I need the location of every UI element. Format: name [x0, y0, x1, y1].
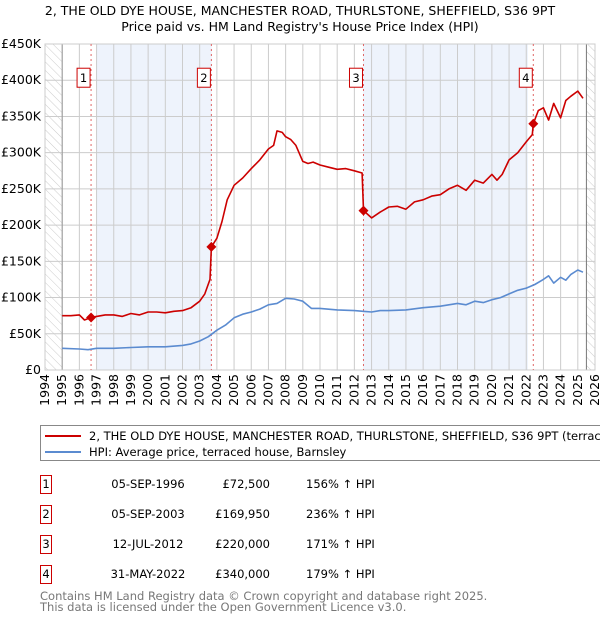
y-tick-label: £150K [1, 253, 42, 268]
hatched-region [45, 44, 63, 370]
sale-price: £72,500 [222, 477, 270, 491]
sale-label-box [196, 67, 211, 88]
x-tick-label: 2003 [192, 374, 207, 406]
sale-date: 05-SEP-1996 [111, 477, 185, 491]
sale-date: 31-MAY-2022 [110, 567, 186, 581]
x-tick-label: 2024 [553, 374, 568, 406]
x-tick-label: 2001 [157, 374, 172, 406]
x-tick-label: 2009 [295, 374, 310, 406]
sale-label: 4 [522, 71, 529, 85]
x-tick-label: 2019 [467, 374, 482, 406]
table-row: 1 05-SEP-1996 £72,500 156% ↑ HPI [40, 475, 600, 497]
sale-label-box [348, 67, 363, 88]
x-tick-label: 2005 [226, 374, 241, 406]
sale-date: 12-JUL-2012 [112, 537, 184, 551]
sale-date: 05-SEP-2003 [111, 507, 185, 521]
sale-price: £220,000 [215, 537, 270, 551]
x-tick-label: 2007 [260, 374, 275, 406]
x-tick-label: 1996 [71, 374, 86, 406]
x-tick-label: 2022 [518, 374, 533, 406]
legend: 2, THE OLD DYE HOUSE, MANCHESTER ROAD, T… [40, 425, 600, 461]
table-row: 2 05-SEP-2003 £169,950 236% ↑ HPI [40, 505, 600, 527]
x-tick-label: 1994 [37, 374, 52, 406]
chart-title: 2, THE OLD DYE HOUSE, MANCHESTER ROAD, T… [44, 3, 556, 18]
sale-point [358, 205, 369, 216]
y-tick-label: £300K [1, 145, 42, 160]
sale-price: £169,950 [215, 507, 270, 521]
x-tick-label: 2020 [484, 374, 499, 406]
x-tick-label: 2025 [570, 374, 585, 406]
legend-swatch-hpi [45, 451, 81, 453]
sale-price: £340,000 [215, 567, 270, 581]
x-tick-label: 2016 [415, 374, 430, 406]
x-tick-label: 1995 [54, 374, 69, 406]
x-tick-label: 2015 [398, 374, 413, 406]
x-tick-label: 2014 [381, 374, 396, 406]
legend-item-property: 2, THE OLD DYE HOUSE, MANCHESTER ROAD, T… [45, 428, 600, 444]
x-tick-label: 1997 [89, 374, 104, 406]
x-tick-label: 2023 [535, 374, 550, 406]
sale-label-box [518, 67, 533, 88]
sale-label: 2 [200, 71, 207, 85]
property-price-line [62, 90, 584, 321]
y-tick-label: £100K [1, 290, 42, 305]
x-tick-label: 2018 [450, 374, 465, 406]
sale-hpi-change: 179% ↑ HPI [306, 567, 375, 581]
x-tick-label: 2021 [501, 374, 516, 406]
y-tick-label: £200K [1, 217, 42, 232]
x-tick-label: 2000 [140, 374, 155, 406]
y-tick-label: £250K [1, 181, 42, 196]
table-row: 3 12-JUL-2012 £220,000 171% ↑ HPI [40, 535, 600, 557]
y-tick-label: £0 [25, 362, 41, 377]
y-tick-label: £50K [9, 326, 42, 341]
legend-item-hpi: HPI: Average price, terraced house, Barn… [45, 444, 346, 460]
sale-hpi-change: 156% ↑ HPI [306, 477, 375, 491]
x-tick-label: 2004 [209, 374, 224, 406]
x-tick-label: 2026 [587, 374, 600, 406]
chart-subtitle: Price paid vs. HM Land Registry's House … [121, 19, 479, 34]
sale-label: 3 [352, 71, 359, 85]
price-chart: £0 £50K £100K £150K £200K £250K £300K £350K £400… [1, 36, 600, 406]
hatched-region [586, 44, 595, 370]
sale-number-badge: 2 [40, 505, 52, 524]
table-row: 4 31-MAY-2022 £340,000 179% ↑ HPI [40, 565, 600, 587]
x-tick-label: 1999 [123, 374, 138, 406]
x-tick-label: 2008 [278, 374, 293, 406]
hpi-line [62, 269, 584, 351]
legend-label-property: 2, THE OLD DYE HOUSE, MANCHESTER ROAD, T… [89, 429, 600, 443]
plot-border [44, 43, 596, 371]
footer-licence: This data is licensed under the Open Gov… [40, 600, 407, 614]
sale-point [206, 241, 217, 252]
x-tick-label: 2013 [364, 374, 379, 406]
sale-number-badge: 3 [40, 535, 52, 554]
footer-copyright: Contains HM Land Registry data © Crown c… [40, 589, 488, 603]
x-tick-label: 2011 [329, 374, 344, 406]
y-tick-label: £450K [1, 36, 42, 51]
sale-point [528, 118, 539, 129]
sale-number-badge: 1 [40, 475, 52, 494]
sale-point [86, 312, 97, 323]
x-tick-label: 2010 [312, 374, 327, 406]
y-tick-label: £400K [1, 72, 42, 87]
x-tick-label: 2006 [243, 374, 258, 406]
sale-label-box [76, 67, 91, 88]
y-tick-label: £350K [1, 108, 42, 123]
sale-label: 1 [80, 71, 87, 85]
x-tick-label: 2002 [175, 374, 190, 406]
sale-hpi-change: 171% ↑ HPI [306, 537, 375, 551]
x-tick-label: 2012 [346, 374, 361, 406]
legend-swatch-property [45, 435, 81, 437]
x-tick-label: 1998 [106, 374, 121, 406]
legend-label-hpi: HPI: Average price, terraced house, Barn… [89, 445, 347, 459]
sale-hpi-change: 236% ↑ HPI [306, 507, 375, 521]
x-tick-label: 2017 [432, 374, 447, 406]
sale-number-badge: 4 [40, 565, 52, 584]
